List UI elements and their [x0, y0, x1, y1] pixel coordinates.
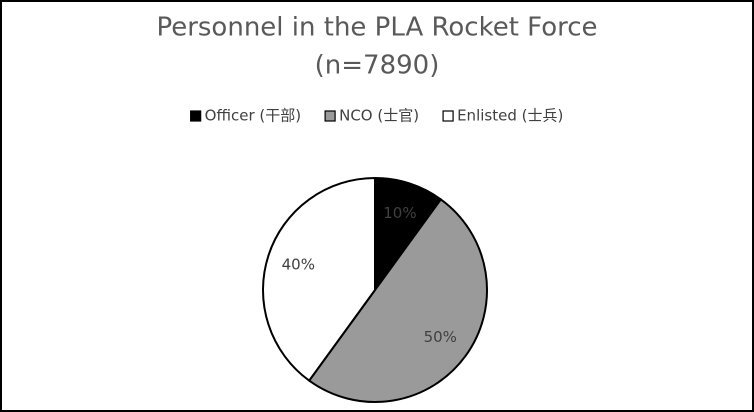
- pie-slice: [307, 197, 488, 403]
- chart-title: Personnel in the PLA Rocket Force: [156, 13, 597, 43]
- data-label: 10%: [383, 204, 416, 222]
- legend: Officer (干部) NCO (士官) Enlisted (士兵): [190, 107, 563, 125]
- legend-label: Enlisted (士兵): [457, 107, 563, 125]
- pie-slice: [262, 176, 376, 383]
- legend-swatch: [190, 110, 202, 122]
- legend-label: Officer (干部): [205, 107, 301, 125]
- legend-swatch: [442, 110, 454, 122]
- data-label: 40%: [282, 256, 315, 274]
- data-label: 50%: [424, 328, 457, 346]
- legend-label: NCO (士官): [339, 107, 419, 125]
- chart-subtitle: (n=7890): [315, 51, 440, 81]
- legend-swatch: [324, 110, 336, 122]
- pie: 10% 50% 40%: [262, 176, 488, 403]
